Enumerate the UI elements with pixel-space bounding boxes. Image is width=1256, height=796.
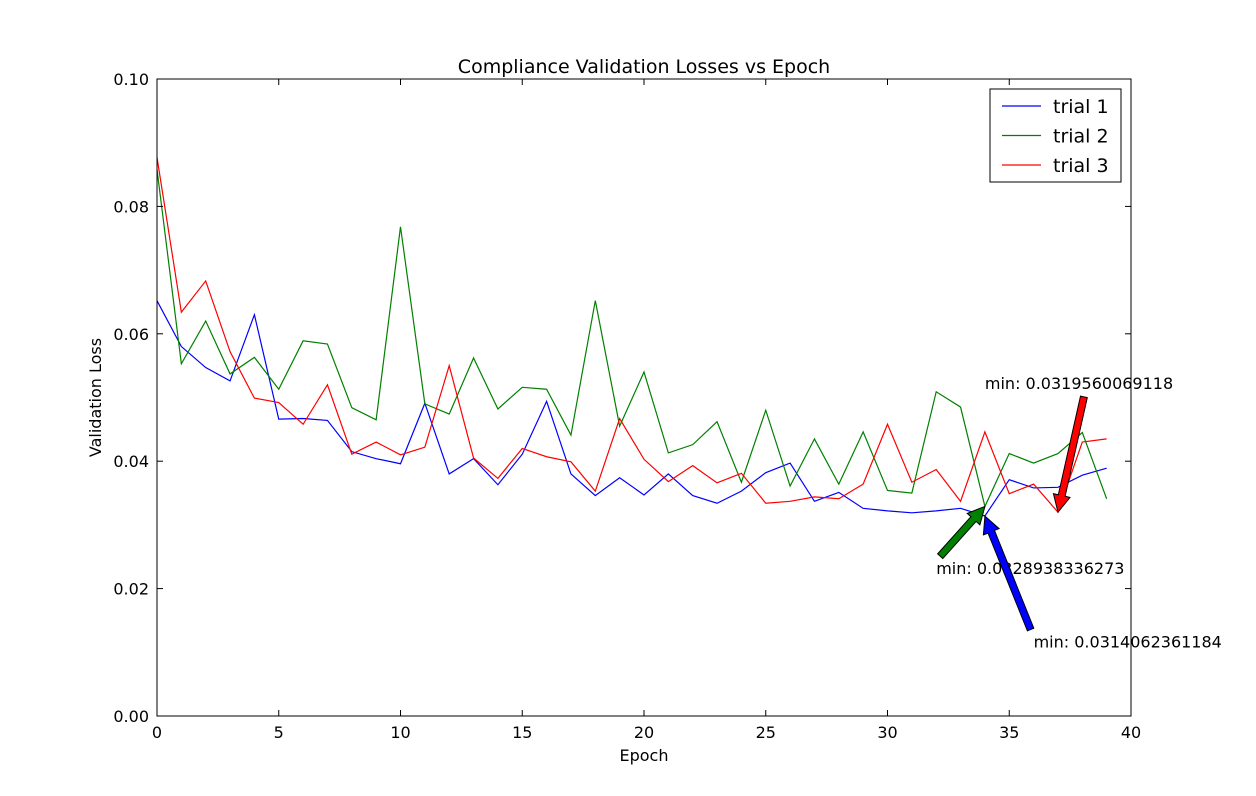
y-tick-label: 0.00 [113, 707, 149, 726]
x-tick-label: 40 [1121, 723, 1141, 742]
x-axis-label: Epoch [620, 746, 669, 765]
series-layer [156, 157, 1108, 517]
annotation-label: min: 0.0314062361184 [1034, 632, 1222, 651]
x-tick-label: 0 [152, 723, 162, 742]
chart-title: Compliance Validation Losses vs Epoch [458, 56, 830, 78]
x-tick-label: 5 [274, 723, 284, 742]
x-tick-label: 20 [634, 723, 654, 742]
y-tick-label: 0.08 [113, 197, 149, 216]
legend: trial 1 trial 2 trial 3 [989, 88, 1122, 183]
y-tick-label: 0.02 [113, 580, 149, 599]
x-tick-label: 30 [877, 723, 897, 742]
annotation-arrow [982, 514, 1035, 632]
axes-frame [156, 78, 1132, 717]
legend-label: trial 1 [1053, 96, 1109, 118]
y-tick-label: 0.06 [113, 325, 149, 344]
series-line-trial-3 [156, 157, 1107, 514]
ticks-layer: 0 5 10 15 20 25 30 35 40 0.00 0.02 0.04 0.06 0.08 0.10 [113, 70, 1141, 742]
x-tick-label: 35 [999, 723, 1019, 742]
y-axis-label: Validation Loss [86, 338, 105, 457]
x-tick-label: 10 [390, 723, 410, 742]
x-tick-label: 25 [756, 723, 776, 742]
annotation-arrow [1052, 395, 1088, 514]
series-line-trial-2 [156, 169, 1108, 509]
annotation-label: min: 0.0328938336273 [936, 559, 1124, 578]
y-tick-label: 0.04 [113, 452, 149, 471]
annotation-arrow [936, 505, 986, 560]
annotation-label: min: 0.0319560069118 [985, 374, 1173, 393]
legend-label: trial 2 [1053, 126, 1109, 148]
y-tick-label: 0.10 [113, 70, 149, 89]
series-line-trial-1 [156, 300, 1107, 517]
x-tick-label: 15 [512, 723, 532, 742]
annotation-layer: min: 0.0319560069118 min: 0.0328938336273… [936, 374, 1222, 652]
legend-label: trial 3 [1053, 155, 1109, 177]
